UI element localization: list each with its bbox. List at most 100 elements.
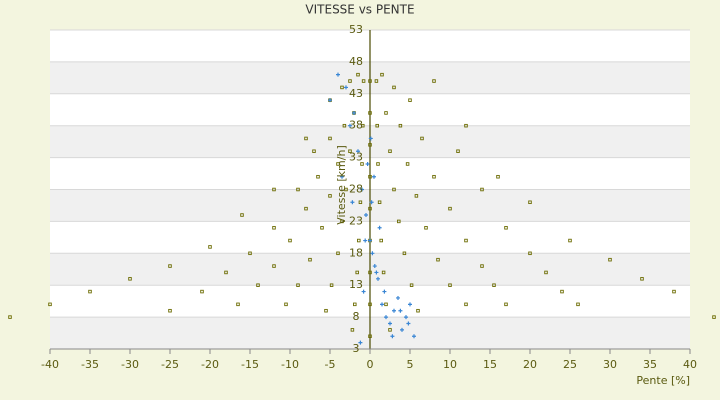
point <box>408 98 412 102</box>
point <box>406 321 411 326</box>
point <box>304 136 308 141</box>
point <box>296 187 300 192</box>
y-tick-label: 38 <box>349 119 363 132</box>
point <box>368 238 372 243</box>
point <box>168 264 172 268</box>
point <box>416 308 420 313</box>
point <box>379 238 383 243</box>
point <box>464 123 468 128</box>
y-tick-label: 33 <box>349 151 363 164</box>
y-axis-label: Vitesse [km/h] <box>335 145 348 225</box>
x-tick-label: -30 <box>121 358 139 371</box>
point <box>396 295 400 300</box>
point <box>361 289 366 294</box>
point <box>412 334 416 339</box>
point <box>328 98 332 103</box>
point <box>361 79 366 83</box>
point <box>329 283 334 287</box>
point <box>8 315 12 319</box>
point <box>480 264 484 268</box>
point <box>424 226 428 230</box>
point <box>356 72 360 77</box>
point <box>376 276 380 281</box>
point <box>88 289 92 294</box>
x-tick-label: 40 <box>683 358 697 371</box>
x-tick-label: -25 <box>161 358 179 371</box>
point <box>377 200 382 205</box>
point <box>352 110 356 115</box>
point <box>272 264 276 268</box>
point <box>336 251 340 256</box>
point <box>356 149 360 154</box>
point <box>528 251 532 256</box>
point <box>340 85 344 90</box>
point <box>388 149 392 153</box>
point <box>398 308 403 313</box>
point <box>288 238 292 243</box>
x-tick-label: 15 <box>483 358 497 371</box>
point <box>388 321 392 326</box>
point <box>324 308 328 313</box>
point <box>361 123 365 128</box>
point <box>368 270 372 275</box>
point <box>456 149 460 153</box>
point <box>358 200 363 205</box>
y-tick-label: 13 <box>349 278 363 291</box>
point <box>272 226 276 230</box>
point <box>344 85 348 90</box>
x-tick-label: 30 <box>603 358 617 371</box>
y-tick-label: 53 <box>349 23 363 36</box>
point <box>400 327 404 332</box>
point <box>404 315 408 320</box>
y-tick-label: 28 <box>349 183 363 196</box>
x-tick-label: 0 <box>367 358 374 371</box>
point <box>348 123 352 128</box>
point <box>368 334 372 338</box>
point <box>369 200 374 205</box>
point <box>200 289 204 294</box>
point <box>336 72 340 77</box>
point <box>355 270 359 275</box>
x-axis-label: Pente [%] <box>636 374 690 387</box>
point <box>402 251 407 256</box>
point <box>409 283 414 287</box>
point <box>256 283 260 287</box>
point <box>376 162 380 166</box>
point <box>432 79 436 83</box>
point <box>363 238 368 243</box>
point <box>380 72 384 77</box>
y-tick-label: 3 <box>353 342 360 355</box>
point <box>312 149 316 153</box>
point <box>448 206 452 211</box>
point <box>374 270 379 275</box>
point <box>388 328 392 332</box>
point <box>370 251 375 256</box>
point <box>377 225 382 230</box>
y-tick-label: 18 <box>349 246 363 259</box>
x-tick-label: 5 <box>407 358 414 371</box>
point <box>384 111 388 115</box>
point <box>248 251 252 256</box>
point <box>357 238 361 243</box>
point <box>368 206 372 211</box>
x-tick-label: -10 <box>281 358 299 371</box>
point <box>398 123 403 128</box>
point <box>448 283 452 287</box>
y-tick-label: 23 <box>349 214 363 227</box>
point <box>392 85 396 90</box>
point <box>504 302 508 307</box>
point <box>304 206 308 211</box>
x-tick-label: 20 <box>523 358 537 371</box>
point <box>368 79 372 83</box>
point <box>504 226 508 230</box>
point <box>544 270 548 275</box>
point <box>336 162 340 166</box>
point <box>368 302 372 307</box>
point <box>368 136 373 141</box>
point <box>342 123 347 128</box>
y-tick-label: 8 <box>353 310 360 323</box>
point <box>358 340 363 345</box>
point <box>353 302 357 307</box>
